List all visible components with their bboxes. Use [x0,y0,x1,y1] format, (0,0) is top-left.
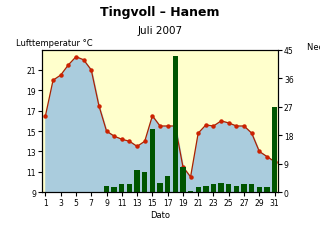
Bar [119,185,124,192]
Bar [104,186,109,192]
Bar [180,167,186,192]
Bar [172,57,178,192]
Y-axis label: Nedbør (mm): Nedbør (mm) [307,43,320,52]
Bar [219,183,224,192]
Bar [188,191,193,192]
Bar [196,188,201,192]
Y-axis label: Lufttemperatur °C: Lufttemperatur °C [16,38,92,48]
Bar [249,185,254,192]
Text: Juli 2007: Juli 2007 [137,26,183,36]
Bar [264,188,270,192]
Bar [111,188,117,192]
X-axis label: Dato: Dato [150,210,170,218]
Text: Tingvoll – Hanem: Tingvoll – Hanem [100,6,220,19]
Bar [142,172,148,192]
Bar [211,185,216,192]
Bar [272,107,277,192]
Bar [241,185,247,192]
Bar [134,170,140,192]
Bar [234,186,239,192]
Bar [226,185,231,192]
Bar [157,183,163,192]
Bar [127,185,132,192]
Bar [150,129,155,192]
Bar [203,186,209,192]
Bar [257,188,262,192]
Bar [165,177,170,192]
